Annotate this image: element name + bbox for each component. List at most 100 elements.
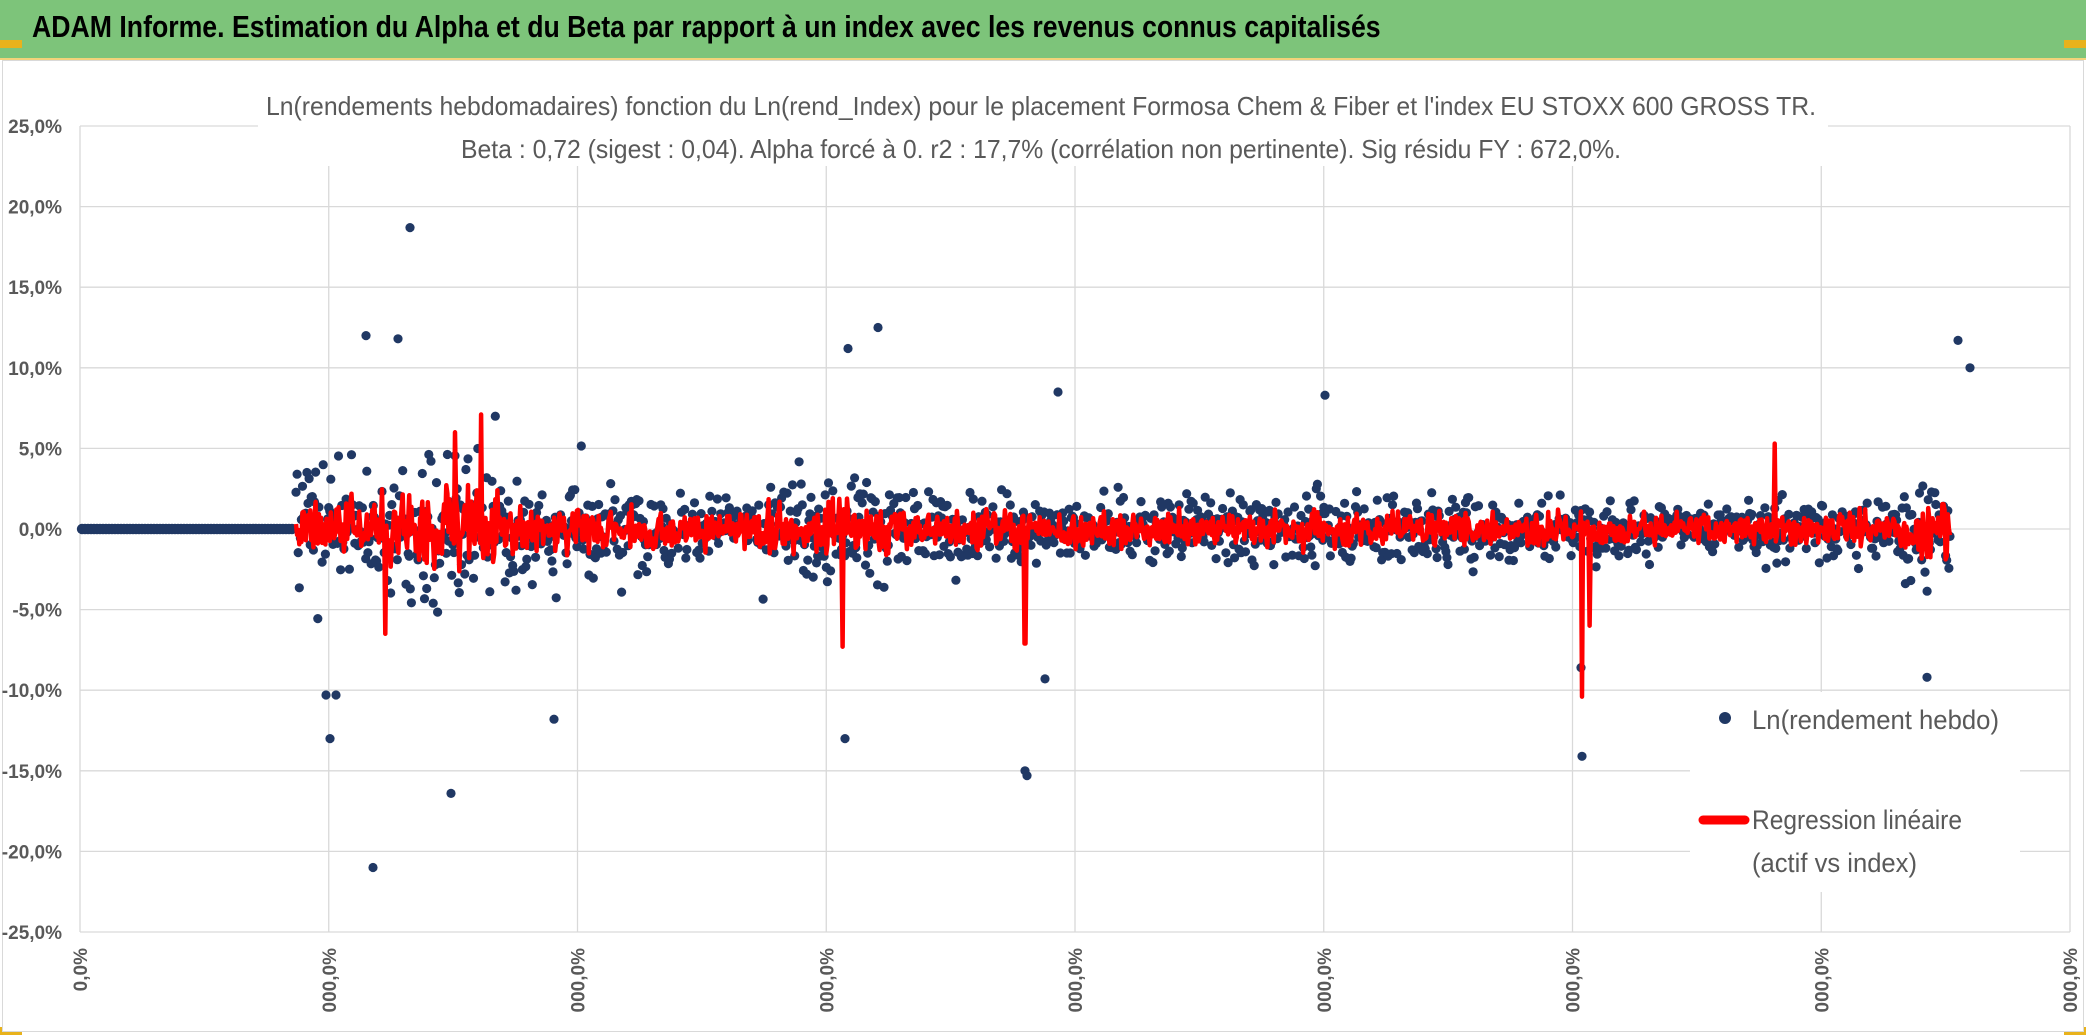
data-point xyxy=(1851,550,1861,560)
data-point xyxy=(429,573,439,583)
data-point xyxy=(1065,548,1075,558)
data-point xyxy=(1473,501,1484,511)
data-point xyxy=(1002,489,1012,499)
data-point xyxy=(1148,557,1158,568)
data-point xyxy=(461,464,471,475)
data-point xyxy=(1447,494,1457,504)
data-point xyxy=(860,560,871,570)
data-point xyxy=(1814,558,1824,568)
data-point xyxy=(850,473,860,483)
data-point xyxy=(1592,549,1602,559)
data-point xyxy=(308,545,318,555)
data-point xyxy=(988,502,998,512)
data-point xyxy=(840,734,850,744)
regression-line xyxy=(293,412,1953,699)
y-tick-label: -20,0% xyxy=(2,842,62,863)
data-point xyxy=(1310,561,1320,571)
data-point xyxy=(509,566,519,577)
data-point xyxy=(291,487,301,497)
data-point xyxy=(1469,552,1479,563)
data-point xyxy=(594,499,604,510)
data-point xyxy=(1516,538,1526,548)
data-point xyxy=(1555,490,1565,500)
data-point xyxy=(422,583,432,594)
data-point xyxy=(562,559,572,569)
data-point xyxy=(1444,506,1454,516)
data-point xyxy=(1113,482,1123,492)
data-point xyxy=(901,492,911,503)
data-point xyxy=(1644,559,1655,570)
data-point xyxy=(1589,517,1599,527)
data-point xyxy=(1387,500,1398,510)
data-point xyxy=(1299,553,1309,564)
data-point xyxy=(846,481,856,491)
data-point xyxy=(297,481,308,491)
data-point xyxy=(431,478,442,488)
x-tick-label: 000,0% xyxy=(1315,948,1336,1013)
data-point xyxy=(894,493,904,503)
data-point xyxy=(945,552,956,562)
data-point xyxy=(522,554,532,564)
data-point xyxy=(707,506,717,516)
data-point xyxy=(902,556,912,566)
data-point xyxy=(713,538,724,549)
data-point xyxy=(1031,558,1041,568)
data-point xyxy=(1249,561,1259,571)
y-tick-label: -15,0% xyxy=(2,762,62,783)
data-point xyxy=(531,552,541,562)
data-point xyxy=(1537,498,1547,508)
data-point xyxy=(318,460,328,470)
data-point xyxy=(294,583,304,593)
data-point xyxy=(601,547,611,557)
data-point xyxy=(1899,492,1909,502)
data-point xyxy=(500,577,510,587)
data-point xyxy=(1099,486,1109,496)
data-point xyxy=(1605,496,1615,506)
data-point xyxy=(521,562,531,572)
corner-marker-top-right xyxy=(2064,40,2086,48)
x-tick-label: 000,0% xyxy=(1812,948,1833,1013)
data-point xyxy=(361,331,371,341)
data-point xyxy=(879,582,889,592)
y-tick-label: -5,0% xyxy=(12,601,62,622)
data-point xyxy=(695,553,705,563)
data-point xyxy=(858,489,868,499)
data-point xyxy=(387,500,397,510)
data-point xyxy=(1176,551,1186,562)
data-point xyxy=(1389,491,1399,501)
data-point xyxy=(908,487,919,498)
data-point xyxy=(503,496,513,506)
data-point xyxy=(313,614,323,624)
data-point xyxy=(977,496,987,506)
legend-label-regression: Regression linéaire xyxy=(1752,805,1962,835)
report-title: ADAM Informe. Estimation du Alpha et du … xyxy=(32,9,1381,44)
y-tick-label: 15,0% xyxy=(8,278,62,299)
data-point xyxy=(1182,489,1192,499)
data-point xyxy=(1218,503,1228,514)
data-point xyxy=(1631,545,1641,555)
data-point xyxy=(1514,498,1524,508)
data-point xyxy=(1918,481,1928,491)
y-tick-label: -25,0% xyxy=(2,923,62,944)
data-point xyxy=(419,594,430,604)
data-point xyxy=(1543,491,1553,501)
data-point xyxy=(551,593,561,603)
data-point xyxy=(1614,551,1624,561)
data-point xyxy=(1283,507,1293,517)
data-point xyxy=(1904,554,1914,564)
data-point xyxy=(1544,553,1554,564)
data-point xyxy=(311,467,321,477)
data-point xyxy=(1055,548,1065,558)
data-point xyxy=(1585,507,1595,517)
data-point xyxy=(389,483,399,493)
data-point xyxy=(1346,553,1356,563)
data-point xyxy=(1881,501,1891,511)
data-point xyxy=(1352,487,1362,497)
data-point xyxy=(1396,555,1406,565)
data-point xyxy=(820,490,830,500)
data-point xyxy=(920,549,931,559)
data-point xyxy=(1271,497,1281,507)
data-point xyxy=(1965,363,1975,373)
data-point xyxy=(331,690,341,700)
data-point xyxy=(884,490,895,500)
